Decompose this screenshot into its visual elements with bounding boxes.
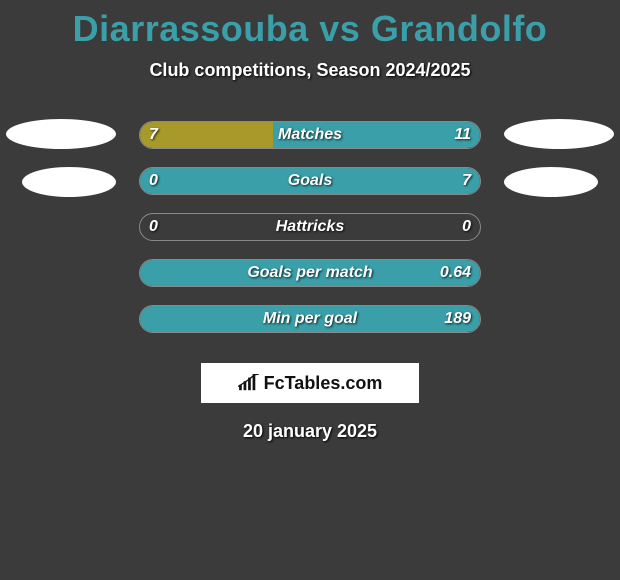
player-avatar-left: [22, 167, 116, 197]
stat-row: Min per goal189: [0, 295, 620, 341]
player-avatar-right: [504, 167, 598, 197]
value-right: 0.64: [440, 259, 471, 287]
value-right: 11: [454, 121, 471, 149]
stat-row: Goals0 7: [0, 157, 620, 203]
value-left: 0: [149, 167, 158, 195]
chart-bars-icon: [238, 374, 260, 392]
stat-row: Hattricks0 0: [0, 203, 620, 249]
value-right: 0: [462, 213, 471, 241]
metric-label: Goals per match: [139, 259, 481, 287]
value-left: 0: [149, 213, 158, 241]
player-avatar-left: [6, 119, 116, 149]
metric-label: Goals: [139, 167, 481, 195]
subtitle: Club competitions, Season 2024/2025: [0, 60, 620, 81]
stat-row: Matches7 11: [0, 111, 620, 157]
stat-row: Goals per match0.64: [0, 249, 620, 295]
value-left: 7: [149, 121, 158, 149]
value-right: 189: [444, 305, 471, 333]
watermark-text: FcTables.com: [264, 373, 383, 394]
watermark: FcTables.com: [201, 363, 419, 403]
player-avatar-right: [504, 119, 614, 149]
value-right: 7: [462, 167, 471, 195]
date-label: 20 january 2025: [0, 421, 620, 442]
comparison-chart: Matches711Goals07Hattricks00Goals per ma…: [0, 111, 620, 341]
page-title: Diarrassouba vs Grandolfo: [0, 0, 620, 50]
metric-label: Matches: [139, 121, 481, 149]
metric-label: Hattricks: [139, 213, 481, 241]
metric-label: Min per goal: [139, 305, 481, 333]
